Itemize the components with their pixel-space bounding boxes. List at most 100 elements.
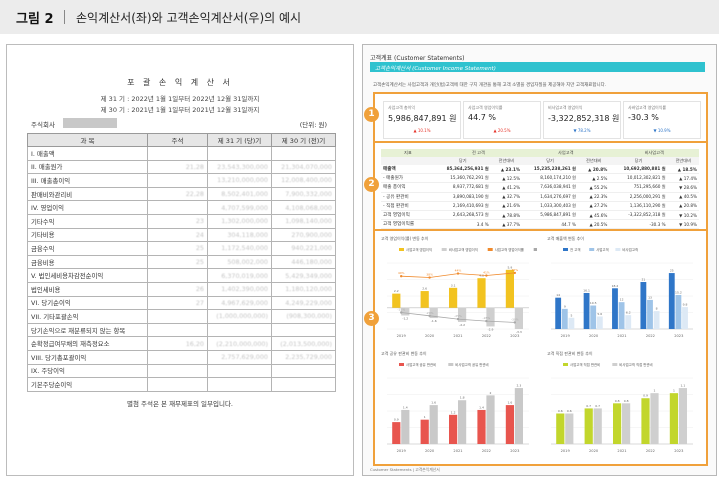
- bar: [593, 408, 602, 444]
- data-label: 5: [570, 313, 572, 317]
- row-note: [147, 146, 208, 161]
- kpi-section: 사업고객 총이익 5,986,847,891 원 ▲ 10.1% 사업고객 영업이익률…: [373, 92, 708, 144]
- statement-row: VI. 당기순이익 27 4,967,629,000 4,249,229,000: [27, 295, 336, 311]
- period-previous: 제 30 기 : 2021년 1월 1일부터 2021년 12월 31일까지: [100, 106, 260, 114]
- matrix-row-label: - 매출원가: [381, 173, 435, 184]
- line-label: -15%: [397, 308, 405, 312]
- x-tick-label: 2023: [510, 334, 519, 338]
- bar: [641, 398, 650, 444]
- row-account: 당기손익으로 재분류되지 않는 항목: [27, 322, 148, 338]
- bar: [625, 315, 632, 329]
- row-current: 4,967,629,000: [207, 295, 272, 311]
- bar: [612, 288, 618, 329]
- matrix-value: 8,160,174,210 원: [522, 173, 579, 184]
- callout-1: 1: [364, 107, 379, 122]
- statement-row: I. 매출액: [27, 146, 336, 161]
- row-account: III. 매출총이익: [27, 173, 148, 188]
- statement-row: 금융수익 25 1,172,540,000 940,221,000: [27, 241, 336, 256]
- row-account: IX. 주당이익: [27, 363, 148, 379]
- matrix-row-label: 매출 총이익: [381, 182, 435, 193]
- data-label: 0.8: [624, 399, 629, 403]
- bar: [514, 307, 523, 329]
- row-note: [147, 377, 208, 392]
- chart-shared-sga: 사업고객 공유 판관비 비사업고객 공유 판관비 0.9 1.4 2019 1 1.6 202…: [379, 360, 537, 458]
- bar: [622, 403, 631, 444]
- dashboard-banner: 고객손익계산서 (Customer Income Statement): [370, 62, 705, 72]
- kpi-card: 비사업고객 영업이익 -3,322,852,318 원 ▼ 78.2%: [543, 101, 621, 139]
- matrix-yoy: ▲ 20.8%: [578, 165, 610, 175]
- x-tick-label: 2021: [617, 334, 626, 338]
- bar: [556, 413, 565, 444]
- matrix-yoy: ▲ 23.1%: [490, 165, 523, 175]
- bar: [486, 307, 495, 327]
- x-tick-label: 2020: [589, 449, 599, 453]
- matrix-section: 지표 전 고객 사업고객 비사업고객 당기 전년대비 당기 전년대비 당기 전년…: [373, 141, 708, 231]
- kpi-value: -3,322,852,318 원: [548, 114, 620, 123]
- row-current: [207, 322, 272, 338]
- matrix-sub-current: 당기: [522, 157, 579, 165]
- bar: [647, 299, 653, 329]
- row-current: [207, 363, 272, 379]
- statement-row: 법인세비용 26 1,402,390,000 1,180,120,000: [27, 281, 336, 297]
- row-current: 1,402,390,000: [207, 281, 272, 297]
- data-label: -2.2: [459, 323, 465, 327]
- matrix-value: 15,360,762,291 원: [434, 173, 491, 184]
- bar: [392, 293, 401, 308]
- matrix-yoy: ▲ 78.8%: [490, 210, 523, 221]
- data-label: 10.5: [590, 301, 597, 305]
- line-point: [400, 311, 403, 314]
- row-account: 금융수익: [27, 241, 148, 256]
- matrix-yoy: ▲ 55.2%: [578, 182, 610, 193]
- legend-label: 비사업고객: [622, 247, 638, 252]
- matrix-value: -3,322,852,318 원: [609, 210, 668, 221]
- matrix-row: 매출 총이익 8,937,772,681 원 ▲ 41.2% 7,636,038,94…: [381, 182, 699, 193]
- data-label: 1.6: [508, 401, 513, 405]
- matrix-row-label: - 직접 판관비: [381, 201, 435, 211]
- bar: [584, 408, 593, 444]
- row-current: 508,002,000: [207, 254, 272, 270]
- matrix-value: 1,136,110,290 원: [609, 201, 668, 211]
- row-note: 21,28: [147, 159, 208, 175]
- matrix-yoy: ▼ 10.9%: [667, 219, 699, 230]
- statement-row: 금융비용 25 508,002,000 446,180,000: [27, 254, 336, 270]
- bar: [477, 278, 486, 308]
- bar: [458, 400, 467, 444]
- legend-swatch: [533, 248, 537, 251]
- matrix-row: - 직접 판관비 2,169,410,693 원 ▲ 21.6% 1,033,300,…: [381, 201, 699, 211]
- row-account: VIII. 당기총포괄이익: [27, 349, 148, 365]
- data-label: -2.9: [488, 327, 494, 331]
- matrix-yoy: ▼ 10.2%: [667, 210, 699, 221]
- row-account: 기본주당순이익: [27, 377, 148, 392]
- matrix-yoy: ▲ 41.2%: [490, 182, 523, 193]
- matrix-head-metric: 지표: [381, 149, 435, 157]
- kpi-card: 사바업고객 영업이익률 -30.3 % ▼ 10.9%: [623, 101, 701, 139]
- row-account: IV. 영업이익: [27, 200, 148, 215]
- matrix-value: 3,890,083,190 원: [434, 192, 491, 202]
- matrix-value: 7,636,038,941 원: [522, 182, 579, 193]
- row-note: [147, 309, 208, 324]
- bar: [449, 287, 458, 308]
- row-note: [147, 268, 208, 283]
- income-statement-document: 포 괄 손 익 계 산 서 제 31 기 : 2022년 1월 1일부터 202…: [6, 44, 354, 476]
- bar: [565, 413, 574, 444]
- figure-header: 그림 2 손익계산서(좌)와 고객손익계산서(우)의 예시: [0, 0, 719, 34]
- data-label: 1.4: [403, 405, 408, 409]
- row-note: 26: [147, 281, 208, 297]
- x-tick-label: 2020: [589, 334, 599, 338]
- data-label: 0.6: [558, 409, 563, 413]
- legend-label: 전 고객: [570, 247, 580, 252]
- data-label: 5.6: [597, 312, 602, 316]
- x-tick-label: 2023: [674, 449, 683, 453]
- kpi-value: -30.3 %: [628, 113, 659, 122]
- row-current: [207, 377, 272, 392]
- matrix-yoy: ▲ 21.6%: [490, 201, 523, 211]
- row-current: 13,210,000,000: [207, 173, 272, 188]
- row-previous: 446,180,000: [271, 254, 336, 270]
- col-header-account: 과 목: [27, 133, 148, 147]
- callout-3: 3: [364, 311, 379, 326]
- matrix-value: -30.3 %: [609, 219, 668, 230]
- matrix-value: 44.7 %: [522, 219, 579, 230]
- matrix-yoy: ▲ 32.7%: [490, 192, 523, 202]
- matrix-value: 10,012,302,821 원: [609, 173, 668, 184]
- statement-header-row: 과 목 주석 제 31 기 (당)기 제 30 기 (전)기: [27, 133, 336, 147]
